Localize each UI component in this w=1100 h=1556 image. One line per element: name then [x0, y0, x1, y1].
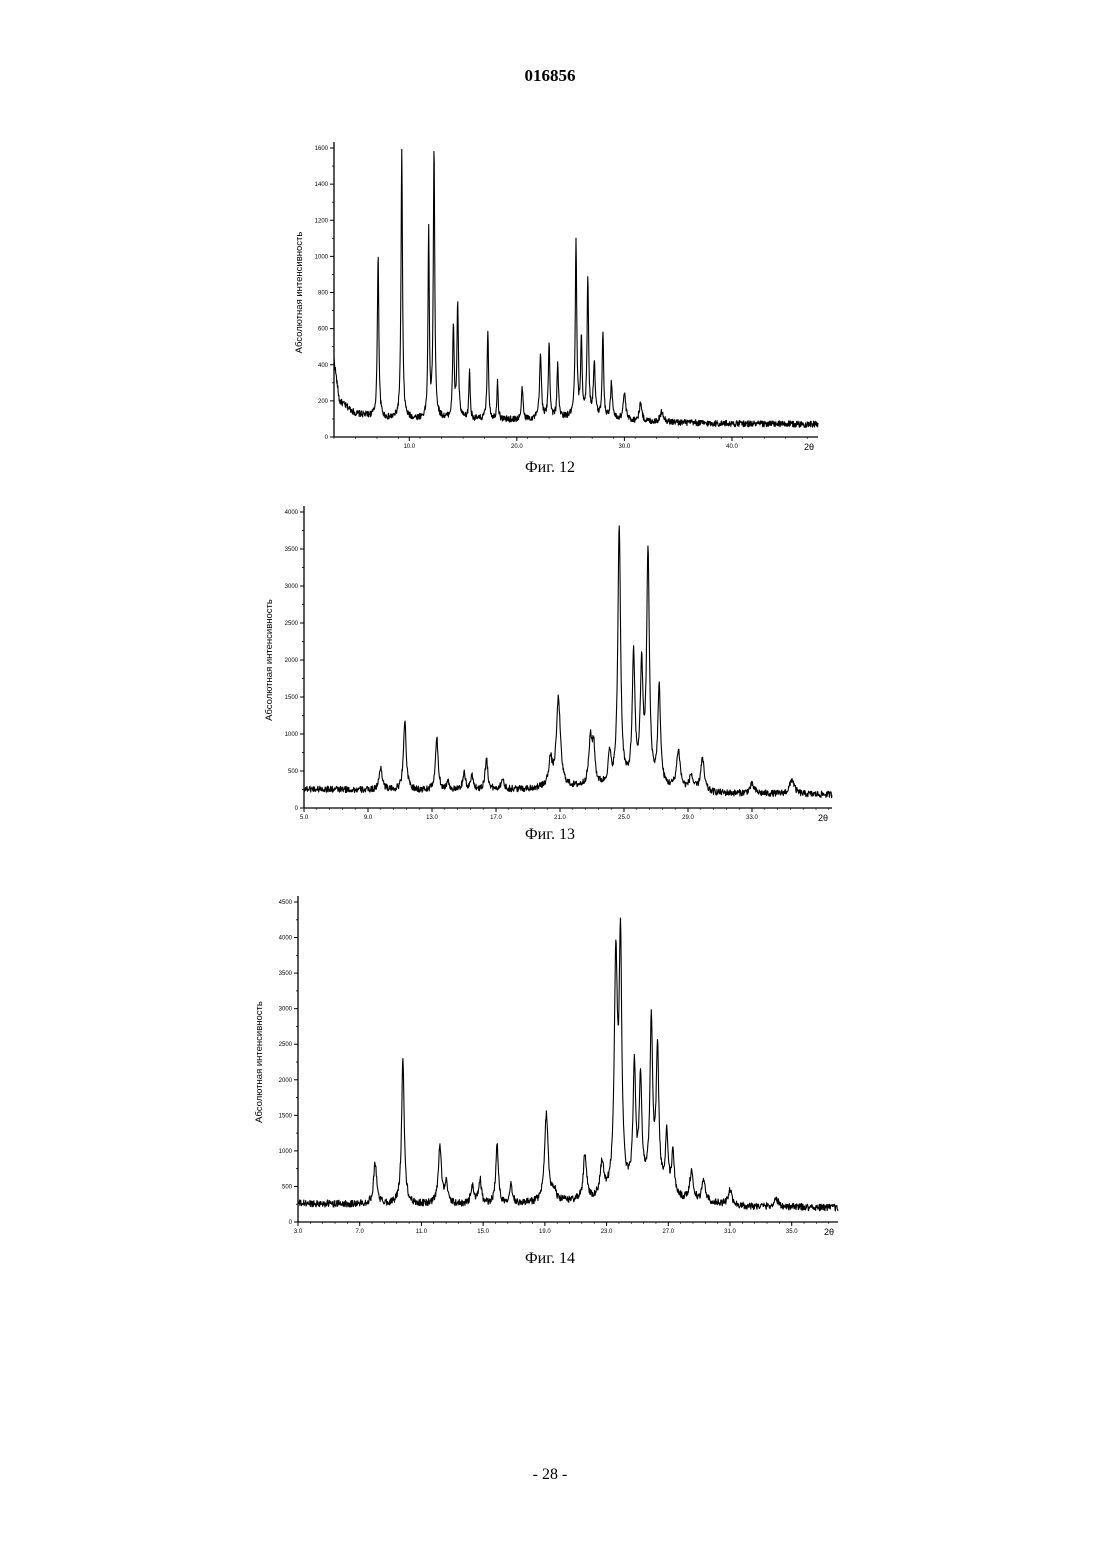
figure-caption-fig12: Фиг. 12 — [0, 459, 1100, 477]
x-axis-label: 2θ — [804, 442, 814, 452]
y-tick-label: 1200 — [315, 218, 329, 224]
y-tick-label: 1400 — [315, 182, 329, 188]
figure-caption-fig14: Фиг. 14 — [0, 1250, 1100, 1268]
diffraction-pattern-line — [334, 149, 818, 427]
y-tick-label: 400 — [318, 363, 329, 369]
figure-caption-fig13: Фиг. 13 — [0, 826, 1100, 844]
y-tick-label: 1000 — [315, 254, 329, 260]
y-tick-label: 0 — [325, 435, 329, 441]
y-tick-label: 200 — [318, 399, 329, 405]
x-tick-label: 30.0 — [619, 444, 631, 450]
x-tick-label: 10.0 — [403, 444, 415, 450]
page-number: - 28 - — [0, 1466, 1100, 1484]
y-tick-label: 800 — [318, 291, 329, 297]
x-tick-label: 20.0 — [511, 444, 523, 450]
y-axis-label: Абсолютная интенсивность — [294, 232, 305, 354]
x-tick-label: 40.0 — [726, 444, 738, 450]
y-tick-label: 600 — [318, 327, 329, 333]
y-tick-label: 1600 — [315, 146, 329, 152]
